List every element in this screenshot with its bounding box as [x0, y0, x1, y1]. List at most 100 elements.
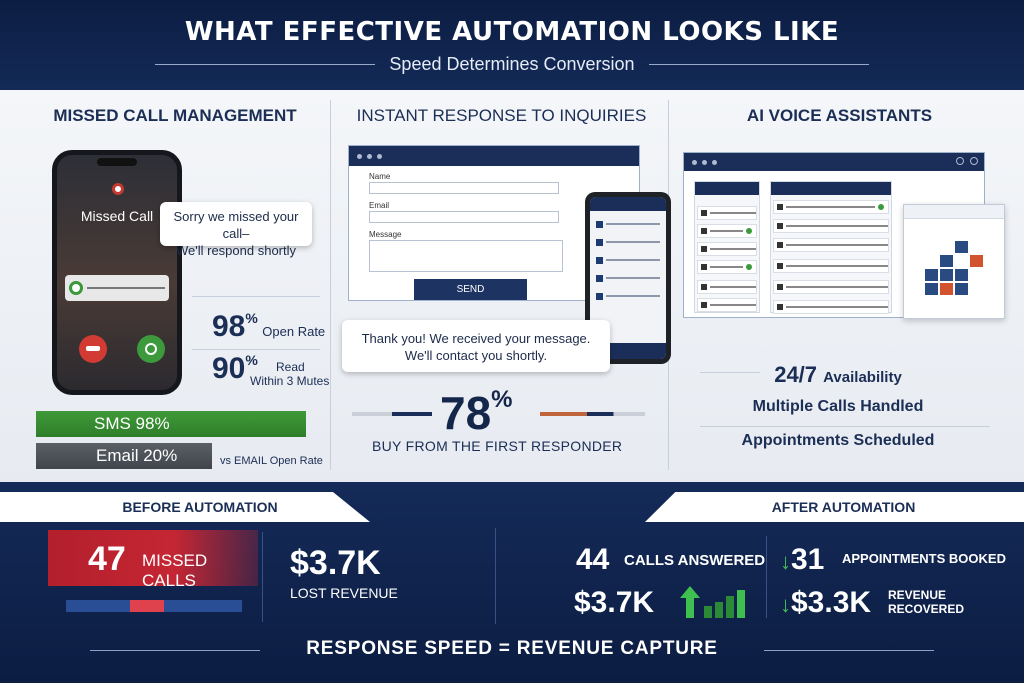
down-arrow-icon: ↓: [780, 549, 791, 574]
page-title: WHAT EFFECTIVE AUTOMATION LOOKS LIKE: [184, 17, 840, 47]
appointments-booked-label: APPOINTMENTS BOOKED: [842, 551, 1006, 566]
calls-answered-label: CALLS ANSWERED: [624, 552, 766, 569]
read-label-2: Within 3 Mutes: [250, 374, 330, 388]
accept-call-icon: [137, 335, 165, 363]
name-field[interactable]: [369, 182, 559, 194]
multiple-calls-label: Multiple Calls Handled: [752, 398, 924, 415]
subtitle-rule-left: [155, 64, 376, 65]
dashboard-row: [773, 200, 889, 214]
calendar-cell-booked: [925, 269, 938, 281]
row-line: [710, 248, 756, 250]
column-header: [771, 182, 891, 195]
chat-avatar-icon: [596, 292, 603, 300]
row-line: [786, 206, 875, 208]
calendar-cell: [910, 227, 923, 239]
chat-row: [596, 219, 660, 229]
row-line: [710, 212, 756, 214]
divider: [700, 372, 760, 373]
instant-response-title: INSTANT RESPONSE TO INQUIRIES: [356, 106, 647, 125]
lost-revenue-value: $3.7K: [290, 544, 381, 582]
record-icon: [112, 183, 124, 195]
dashboard-row: [773, 219, 889, 233]
dashboard-row: [773, 300, 889, 314]
google-g-icon: [69, 281, 83, 295]
missed-calls-value: 47: [88, 540, 126, 578]
check-icon: [746, 264, 752, 270]
missed-call-title: MISSED CALL MANAGEMENT: [53, 106, 297, 125]
appointments-label: Appointments Scheduled: [741, 432, 935, 449]
window-titlebar: [349, 146, 639, 166]
after-automation-tab: AFTER AUTOMATION: [645, 492, 1024, 522]
window-dot: [357, 153, 362, 159]
growth-bar: [737, 590, 745, 618]
before-automation-tab: BEFORE AUTOMATION: [0, 492, 370, 522]
lost-revenue-label: LOST REVENUE: [290, 585, 398, 601]
calendar-cell: [985, 283, 998, 295]
send-button[interactable]: SEND: [414, 279, 527, 300]
up-arrow-shape: [680, 586, 700, 618]
chat-line: [606, 241, 660, 243]
row-icon: [777, 223, 783, 229]
reply-bubble: Thank you! We received your message. We'…: [342, 320, 610, 372]
email-field[interactable]: [369, 211, 559, 223]
calendar-cell: [910, 255, 923, 267]
window-dot: [702, 159, 707, 165]
availability-stat: 24/7 Availability: [688, 362, 988, 388]
calendar-cell: [985, 255, 998, 267]
chat-row: [596, 291, 660, 301]
calendar-cell: [970, 283, 983, 295]
phone-notch: [97, 158, 137, 166]
dashboard-titlebar: [684, 153, 984, 171]
user-icon: [970, 157, 978, 165]
footer-rule-right: [764, 650, 934, 651]
open-rate-stat: 98% Open Rate: [212, 310, 325, 344]
calendar-header: [904, 205, 1004, 219]
accent-rule-left: [352, 412, 432, 416]
calendar-cell: [910, 283, 923, 295]
chat-header: [590, 197, 666, 211]
window-dot: [692, 159, 697, 165]
row-line: [786, 286, 888, 288]
calendar-cell: [910, 241, 923, 253]
dashboard-row: [773, 238, 889, 252]
chat-avatar-icon: [596, 274, 603, 282]
row-icon: [701, 302, 707, 308]
sms-notification: [65, 275, 169, 301]
down-arrow-icon: ↓: [780, 592, 791, 617]
accent-rule-right: [540, 412, 645, 416]
chat-line: [606, 277, 660, 279]
calendar-cell-booked: [955, 283, 968, 295]
window-dot: [367, 153, 372, 159]
dashboard-row: [697, 298, 757, 312]
missed-calls-box: 47 MISSED CALLS: [48, 530, 258, 590]
availability-label: Availability: [823, 369, 902, 386]
email-label: Email: [369, 201, 390, 210]
message-field[interactable]: [369, 240, 563, 272]
calendar-cell-booked: [925, 283, 938, 295]
calendar-cell: [970, 269, 983, 281]
revenue-recovered-value: $3.3K: [791, 586, 872, 619]
reply-line2: We'll contact you shortly.: [404, 348, 548, 363]
dashboard-row: [697, 280, 757, 294]
calendar-cell-booked: [940, 255, 953, 267]
divider: [495, 528, 496, 624]
dashboard-row: [773, 259, 889, 273]
row-icon: [777, 242, 783, 248]
divider: [192, 296, 320, 297]
row-icon: [701, 246, 707, 252]
open-rate-label: Open Rate: [262, 324, 326, 339]
row-icon: [701, 264, 707, 270]
footer-rule-left: [90, 650, 260, 651]
read-unit: %: [245, 352, 258, 368]
availability-value: 24/7: [774, 362, 818, 387]
subtitle-rule-right: [648, 64, 869, 65]
chat-line: [606, 295, 660, 297]
calendar-cell: [940, 227, 953, 239]
name-label: Name: [369, 172, 391, 181]
row-line: [786, 306, 888, 308]
chat-avatar-icon: [596, 220, 603, 228]
appointments-booked-value: 31: [791, 543, 825, 576]
missed-calls-label: MISSED CALLS: [142, 551, 208, 590]
revenue-recovered-label-1: REVENUE: [888, 588, 947, 602]
row-icon: [701, 210, 707, 216]
